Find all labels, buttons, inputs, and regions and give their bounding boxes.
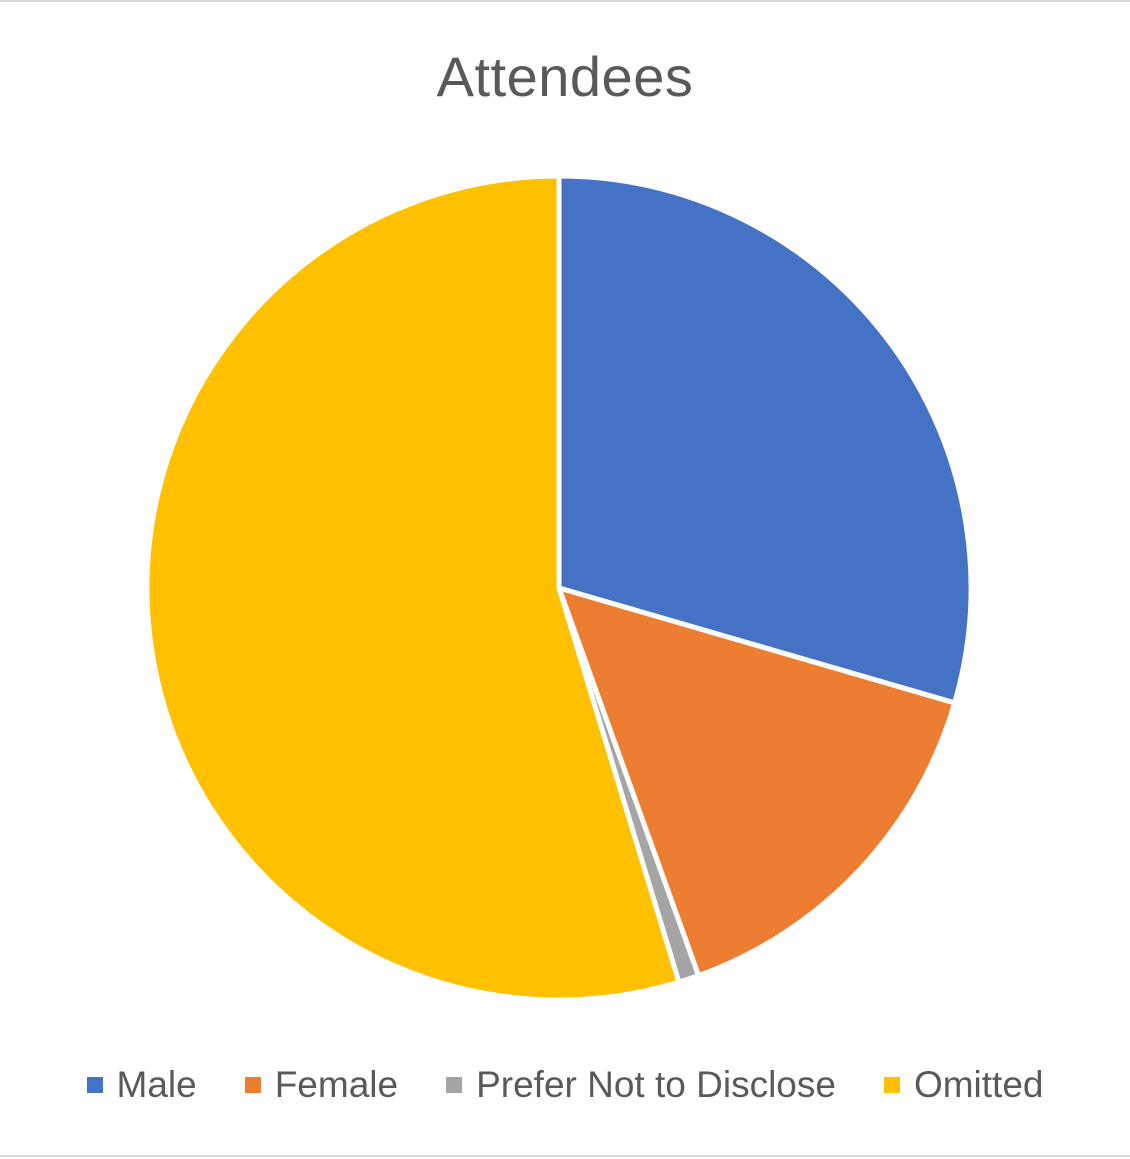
legend-item-prefer-not-to-disclose: Prefer Not to Disclose <box>446 1064 836 1106</box>
legend-item-omitted: Omitted <box>883 1064 1044 1106</box>
legend-swatch-female <box>244 1077 261 1093</box>
pie-slice-female <box>556 585 958 979</box>
legend-label-omitted: Omitted <box>913 1064 1044 1105</box>
legend-swatch-omitted <box>883 1077 900 1093</box>
legend-item-male: Male <box>86 1064 197 1106</box>
legend-swatch-prefer-not-to-disclose <box>446 1077 463 1093</box>
chart-title: Attendees <box>436 45 694 108</box>
chart-legend: Male Female Prefer Not to Disclose Omitted <box>0 1064 1130 1106</box>
legend-label-male: Male <box>116 1064 197 1105</box>
legend-label-female: Female <box>274 1064 399 1105</box>
pie-slice-omitted <box>144 173 682 1003</box>
legend-item-female: Female <box>244 1064 399 1106</box>
legend-label-prefer-not-to-disclose: Prefer Not to Disclose <box>476 1064 836 1105</box>
pie-slice-male <box>556 173 974 706</box>
legend-swatch-male <box>86 1077 103 1093</box>
